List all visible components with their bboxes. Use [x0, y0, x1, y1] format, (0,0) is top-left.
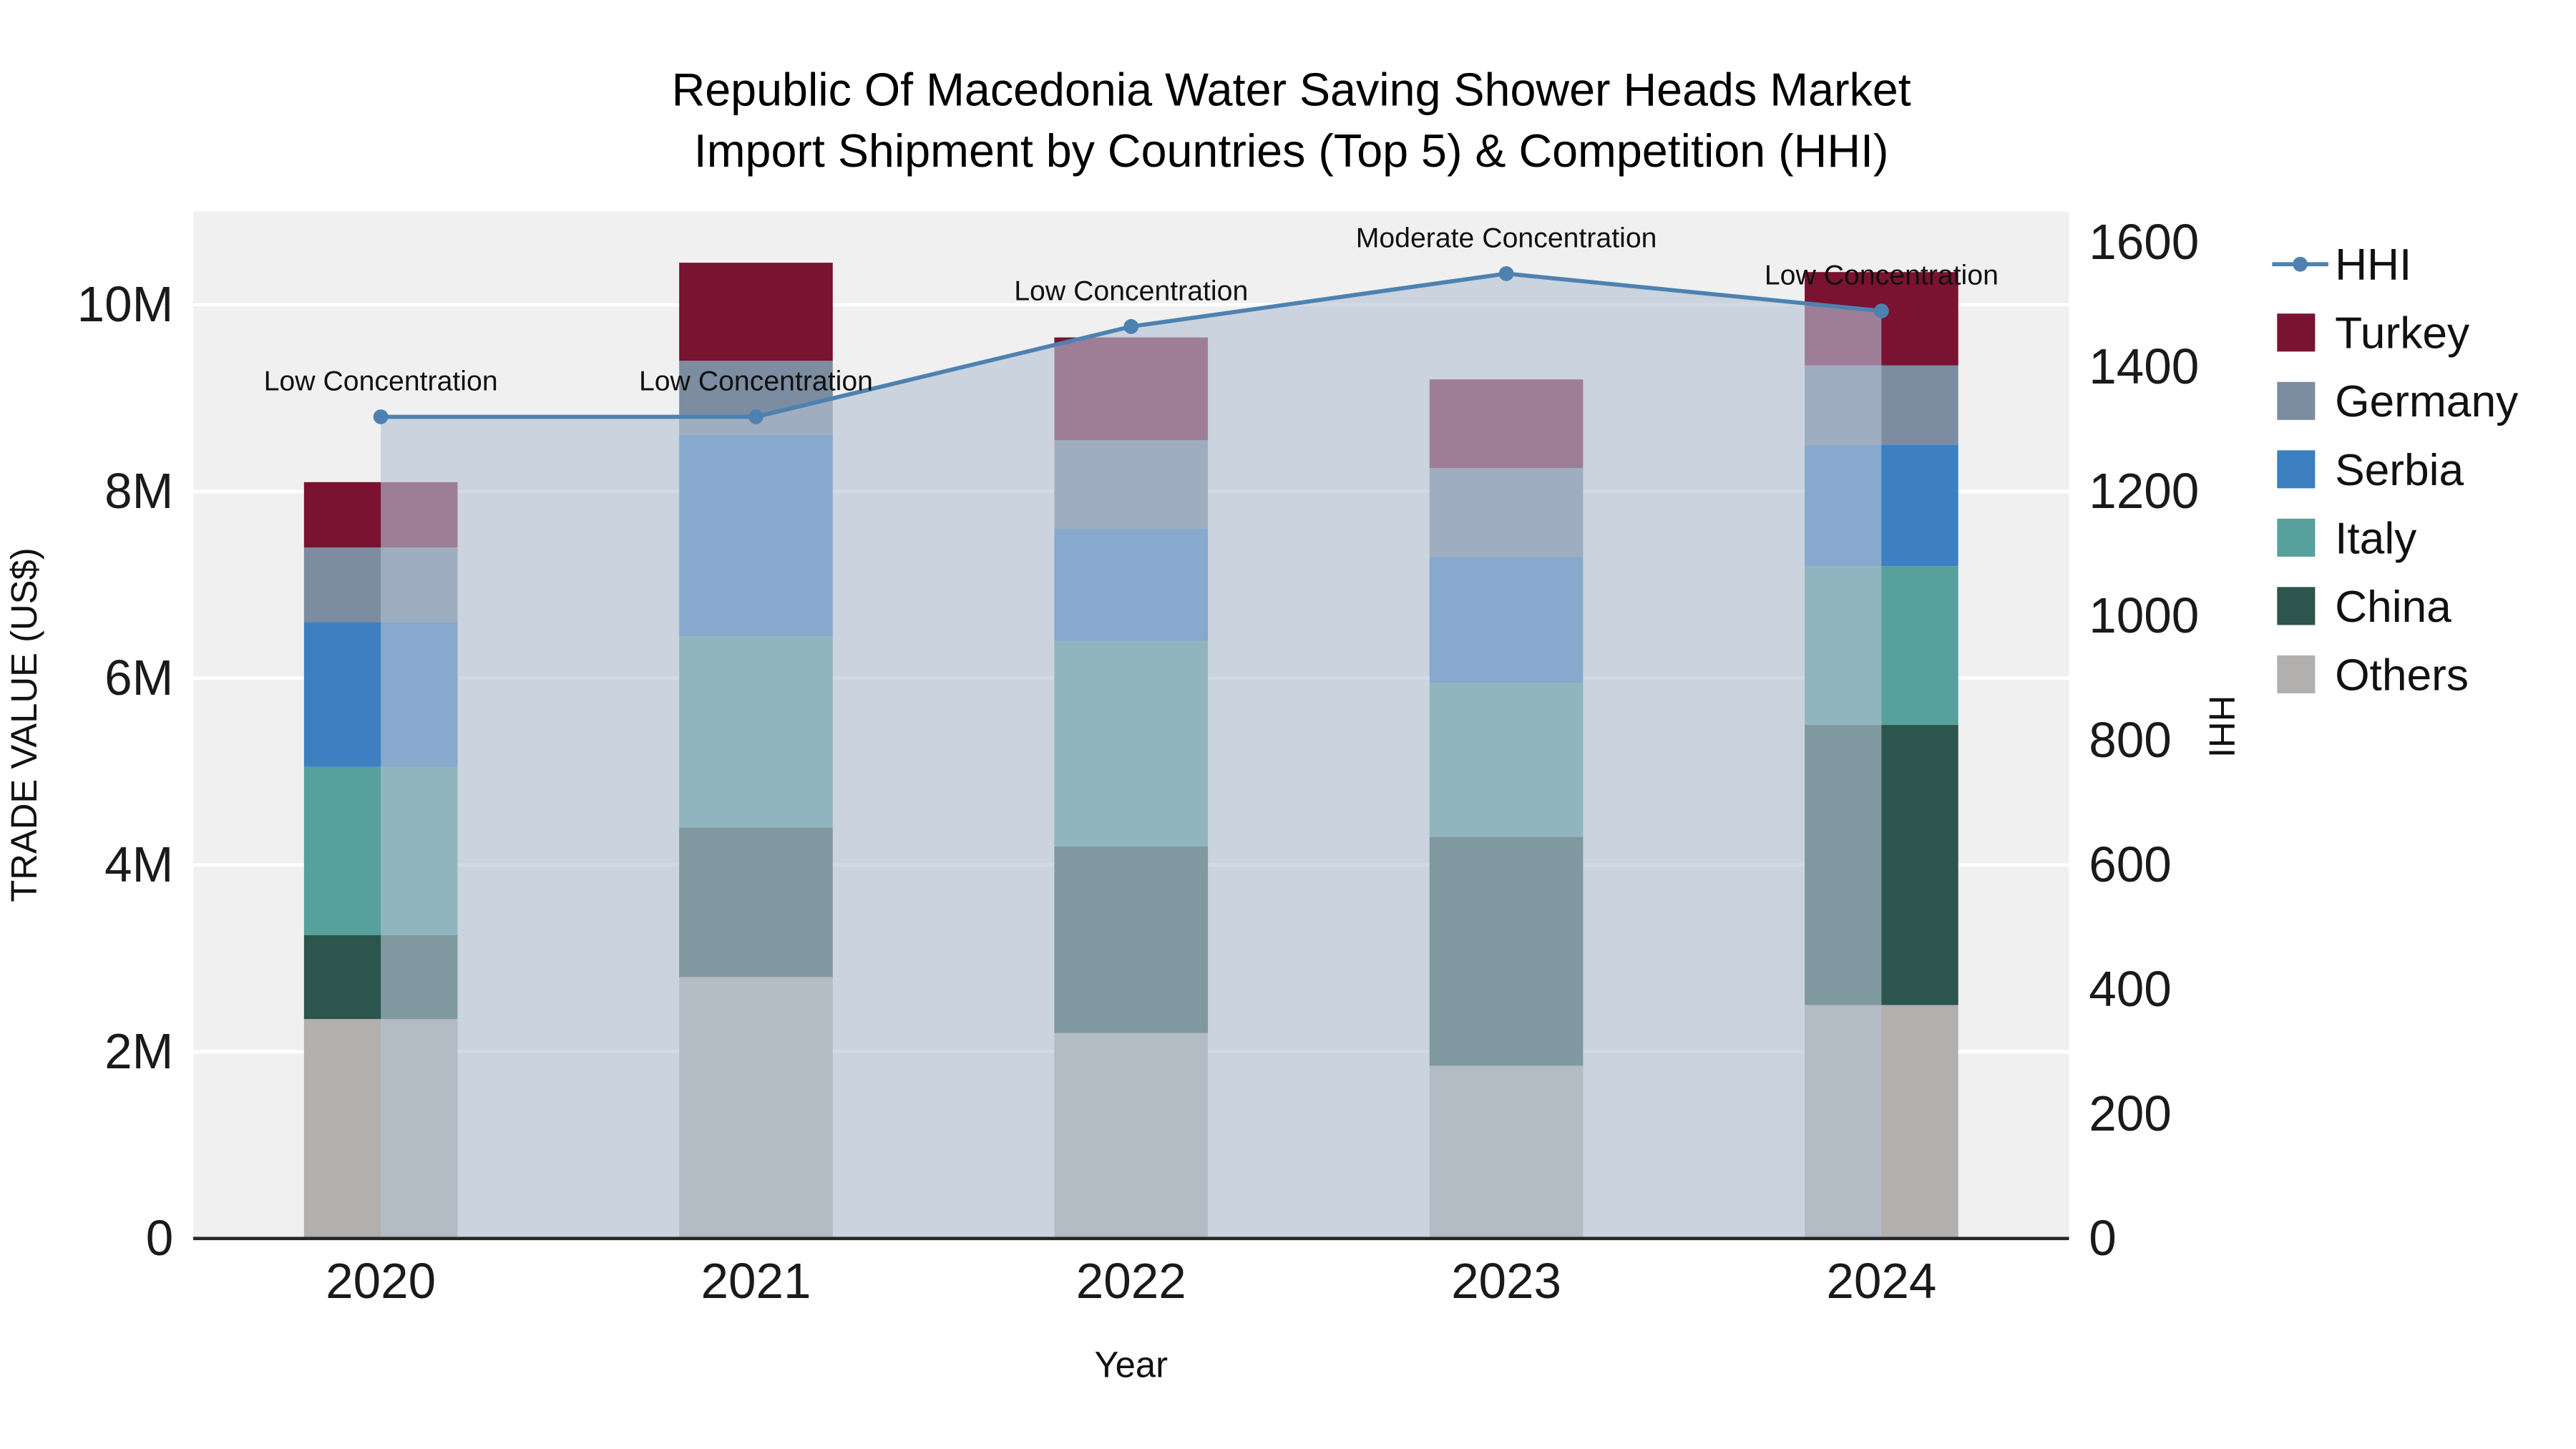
hhi-area-layer [381, 273, 1882, 1239]
legend-item-china[interactable]: China [2277, 582, 2451, 632]
x-tick-label-2023: 2023 [1451, 1253, 1561, 1309]
legend-line-marker [2293, 256, 2308, 272]
annotation-2022: Low Concentration [1014, 275, 1248, 306]
y-right-tick-label: 1200 [2089, 463, 2199, 519]
annotation-2024: Low Concentration [1765, 260, 1999, 291]
y-left-tick-label: 8M [104, 463, 173, 519]
y-left-tick-label: 4M [104, 836, 173, 892]
x-axis-title: Year [1094, 1345, 1168, 1385]
hhi-marker-2023 [1498, 265, 1514, 281]
y-left-tick-label: 0 [146, 1210, 174, 1266]
y-right-tick-label: 600 [2089, 836, 2172, 892]
chart-title-line2: Import Shipment by Countries (Top 5) & C… [694, 125, 1889, 177]
legend-label-turkey: Turkey [2335, 309, 2470, 358]
chart-title-line1: Republic Of Macedonia Water Saving Showe… [672, 64, 1911, 116]
hhi-line-layer [373, 265, 1889, 424]
y-axis-left-title: TRADE VALUE (US$) [4, 547, 44, 902]
annotation-2021: Low Concentration [639, 366, 873, 397]
legend-label-germany: Germany [2335, 377, 2519, 426]
legend-item-turkey[interactable]: Turkey [2277, 309, 2470, 358]
axis-ticks-layer: 0 2M 4M 6M 8M 10M 0 200 400 600 800 1000 1200 1400 160… [77, 214, 2200, 1309]
y-right-tick-label: 400 [2089, 961, 2172, 1017]
legend-label-italy: Italy [2335, 514, 2417, 563]
x-tick-label-2022: 2022 [1076, 1253, 1186, 1309]
annotation-2023: Moderate Concentration [1356, 222, 1657, 253]
y-right-tick-label: 1600 [2089, 214, 2199, 270]
hhi-marker-2020 [373, 409, 389, 424]
legend-item-serbia[interactable]: Serbia [2277, 446, 2464, 495]
y-right-tick-label: 1400 [2089, 338, 2199, 394]
hhi-marker-2022 [1123, 318, 1139, 334]
y-right-tick-label: 800 [2089, 712, 2172, 768]
legend-item-italy[interactable]: Italy [2277, 514, 2417, 563]
y-right-tick-label: 0 [2089, 1210, 2117, 1266]
y-right-tick-label: 1000 [2089, 587, 2199, 643]
annotation-2020: Low Concentration [264, 366, 498, 397]
legend-swatch-china [2277, 587, 2316, 625]
legend-swatch-italy [2277, 518, 2316, 557]
legend: HHI Turkey Germany Serbia Italy China Others [2272, 240, 2519, 700]
x-tick-label-2024: 2024 [1826, 1253, 1936, 1309]
hhi-marker-2021 [748, 409, 763, 424]
legend-label-serbia: Serbia [2335, 446, 2464, 495]
annotations-layer: Low Concentration Low Concentration Low Co… [264, 222, 1999, 396]
legend-item-germany[interactable]: Germany [2277, 377, 2519, 426]
legend-item-hhi[interactable]: HHI [2272, 240, 2411, 290]
legend-swatch-turkey [2277, 313, 2316, 352]
legend-swatch-others [2277, 655, 2316, 693]
x-tick-label-2021: 2021 [701, 1253, 811, 1309]
hhi-marker-2024 [1874, 303, 1889, 318]
y-left-tick-label: 6M [104, 650, 173, 706]
legend-label-hhi: HHI [2335, 240, 2411, 290]
y-left-tick-label: 10M [77, 276, 174, 332]
legend-item-others[interactable]: Others [2277, 650, 2469, 700]
y-left-tick-label: 2M [104, 1023, 173, 1079]
legend-label-china: China [2335, 582, 2451, 632]
legend-label-others: Others [2335, 650, 2469, 700]
hhi-area-fill [381, 273, 1882, 1239]
legend-swatch-serbia [2277, 450, 2316, 489]
x-tick-label-2020: 2020 [326, 1253, 436, 1309]
y-right-tick-label: 200 [2089, 1085, 2172, 1141]
bar-segment-turkey-2021 [679, 263, 833, 361]
y-axis-right-title: HHI [2202, 696, 2243, 758]
legend-swatch-germany [2277, 381, 2316, 420]
